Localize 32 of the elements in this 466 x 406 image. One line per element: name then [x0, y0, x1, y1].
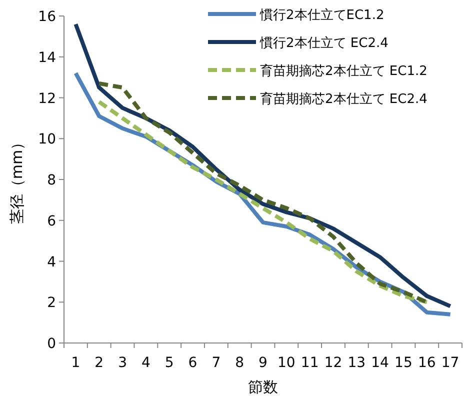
legend-label: 育苗期摘芯2本仕立て EC2.4	[260, 91, 428, 107]
x-tick-label: 5	[164, 355, 174, 371]
x-tick-label: 6	[188, 355, 198, 371]
y-tick-label: 8	[47, 172, 56, 188]
legend-label: 慣行2本仕立てEC1.2	[259, 7, 384, 23]
y-tick-label: 10	[38, 132, 56, 148]
y-tick-label: 16	[38, 9, 56, 25]
y-tick-label: 2	[47, 295, 56, 312]
y-tick-label: 0	[47, 336, 56, 352]
x-tick-label: 1	[71, 355, 80, 371]
x-tick-label: 17	[441, 355, 460, 371]
y-tick-label: 4	[47, 254, 56, 270]
legend-label: 慣行2本仕立て EC2.4	[259, 35, 388, 51]
x-tick-label: 15	[394, 355, 412, 371]
x-tick-label: 16	[418, 355, 436, 371]
x-tick-label: 3	[118, 355, 127, 371]
x-tick-label: 8	[235, 355, 244, 371]
x-tick-label: 13	[348, 355, 366, 371]
y-axis-title: 茎径（mm）	[8, 134, 26, 224]
x-tick-label: 14	[371, 355, 390, 371]
y-tick-label: 14	[38, 50, 56, 66]
legend-label: 育苗期摘芯2本仕立て EC1.2	[260, 63, 428, 79]
x-tick-label: 9	[258, 355, 268, 371]
x-tick-label: 12	[324, 355, 342, 371]
x-tick-label: 11	[300, 355, 319, 371]
x-tick-label: 4	[141, 355, 150, 371]
y-tick-label: 12	[38, 90, 56, 107]
x-tick-label: 2	[94, 355, 104, 371]
y-tick-label: 6	[47, 213, 56, 230]
x-axis-title: 節数	[248, 378, 278, 396]
x-tick-label: 7	[212, 355, 221, 371]
x-tick-label: 10	[278, 355, 296, 371]
